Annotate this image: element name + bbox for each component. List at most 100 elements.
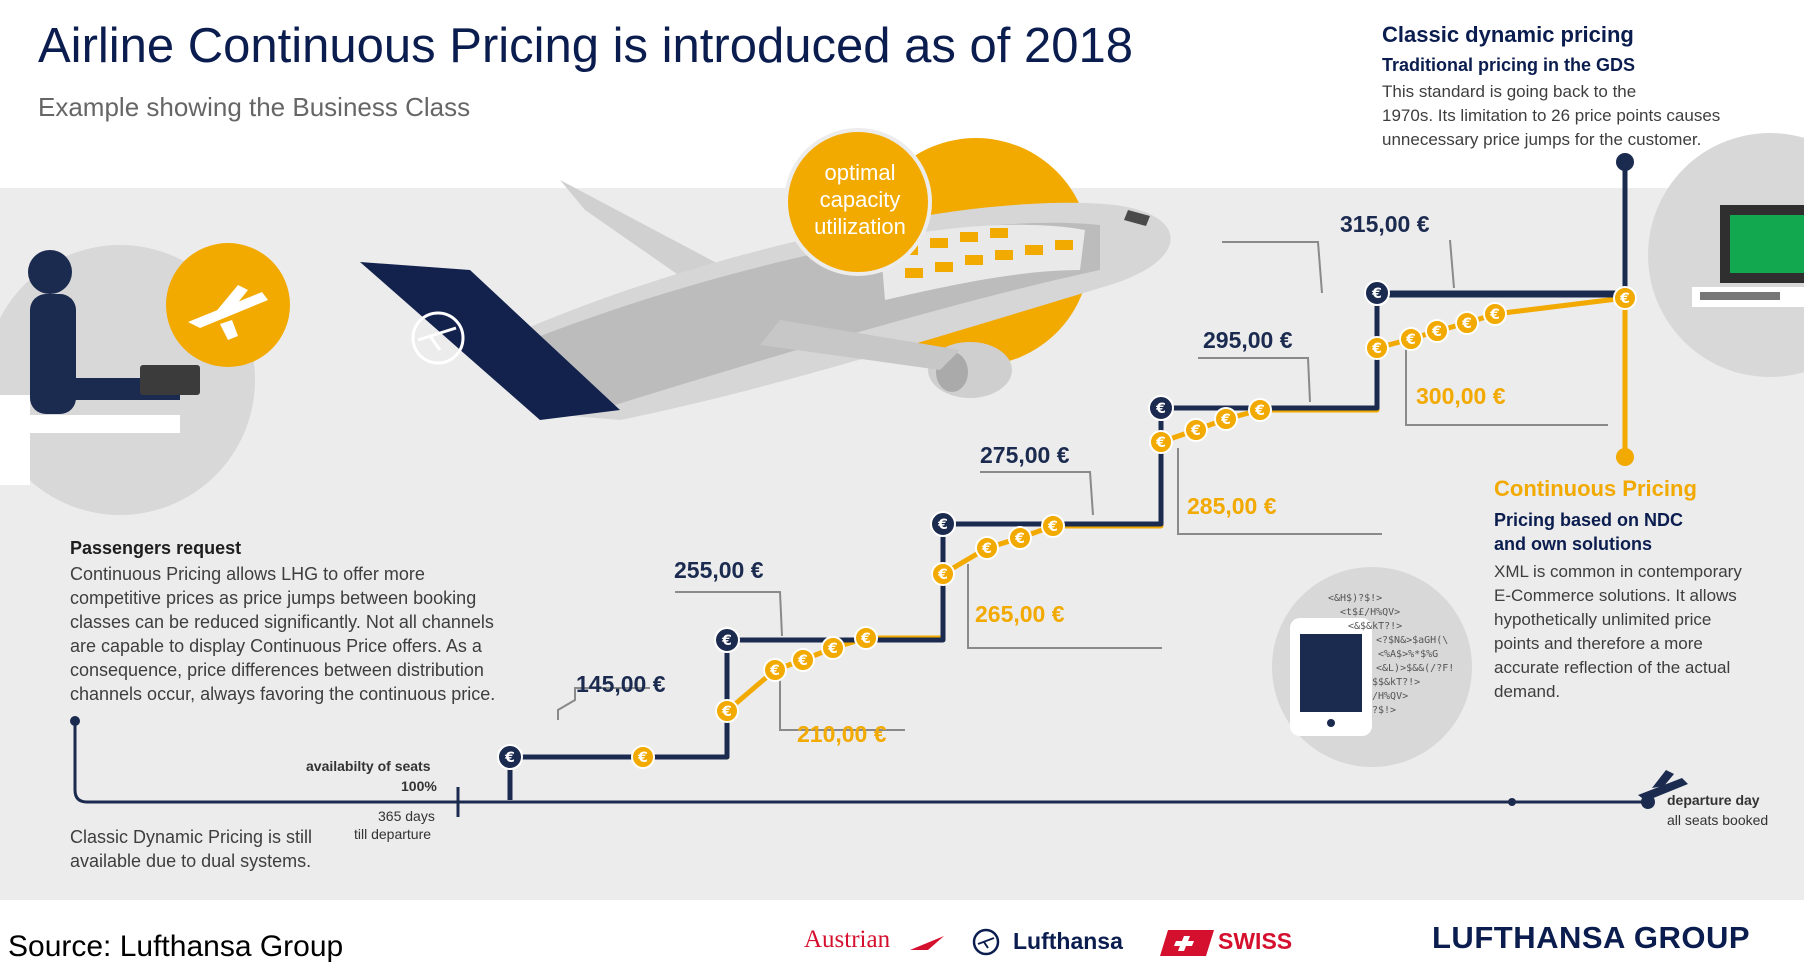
- euro-sign: €: [1220, 412, 1231, 428]
- tablet-icon: [1272, 567, 1472, 767]
- euro-coin-icon: [1214, 407, 1238, 431]
- continuous-price-label: 285,00 €: [1187, 493, 1277, 519]
- euro-sign: €: [937, 567, 948, 583]
- euro-coin-icon: [1248, 398, 1272, 422]
- euro-sign: €: [504, 750, 515, 766]
- euro-coin-icon: [854, 626, 878, 650]
- continuous-body-line: hypothetically unlimited price: [1494, 610, 1712, 629]
- departure-sublabel: all seats booked: [1667, 812, 1769, 828]
- page-title: Airline Continuous Pricing is introduced…: [38, 19, 1133, 73]
- classic-body-line: This standard is going back to the: [1382, 82, 1637, 101]
- euro-sign: €: [1155, 435, 1166, 451]
- euro-coin-icon: [1041, 514, 1065, 538]
- continuous-price-label: 210,00 €: [797, 721, 887, 747]
- continuous-price-label: 300,00 €: [1416, 383, 1506, 409]
- classic-body-line: 1970s. Its limitation to 26 price points…: [1382, 106, 1721, 125]
- euro-sign: €: [1431, 324, 1442, 340]
- euro-sign: €: [637, 750, 648, 766]
- euro-sign: €: [937, 517, 948, 533]
- plane-icon: [188, 285, 268, 340]
- euro-sign: €: [860, 631, 871, 647]
- price-leader-lines: [557, 239, 1608, 731]
- passengers-body-line: consequence, price differences between d…: [70, 660, 484, 680]
- euro-coin-icon: [1399, 327, 1423, 351]
- euro-coin-icon: [763, 658, 787, 682]
- capacity-circle: [784, 128, 932, 276]
- lufthansa-logo: Lufthansa: [1013, 928, 1123, 954]
- passengers-title: Passengers request: [70, 538, 242, 558]
- classic-price-label: 295,00 €: [1203, 327, 1293, 353]
- euro-coin-icon: [1364, 280, 1390, 306]
- euro-coin-icon: [975, 536, 999, 560]
- euro-sign: €: [1489, 307, 1500, 323]
- days-label: till departure: [354, 826, 432, 842]
- airplane-illustration: [360, 138, 1171, 420]
- euro-coin-icon: [930, 511, 956, 537]
- euro-sign: €: [1047, 519, 1058, 535]
- days-label: 365 days: [378, 808, 435, 824]
- circle-label-line: capacity: [819, 187, 901, 212]
- source-caption: Source: Lufthansa Group: [8, 930, 344, 963]
- code-line: <%A$>%*$%G: [1378, 649, 1439, 660]
- euro-sign: €: [827, 641, 838, 657]
- euro-coin-icon: [1184, 418, 1208, 442]
- person-at-laptop-icon: [0, 243, 290, 515]
- euro-coin-icon: [631, 745, 655, 769]
- classic-price-label: 145,00 €: [576, 671, 666, 697]
- continuous-subtitle: and own solutions: [1494, 534, 1652, 554]
- continuous-subtitle: Pricing based on NDC: [1494, 510, 1684, 530]
- euro-coin-icon: [1365, 336, 1389, 360]
- departing-plane-icon: [1638, 770, 1688, 801]
- continuous-bottom-dot: [1616, 448, 1634, 466]
- code-line: ?$!>: [1372, 705, 1397, 716]
- classic-body-line: unnecessary price jumps for the customer…: [1382, 130, 1702, 149]
- departure-label: departure day: [1667, 792, 1760, 808]
- euro-coin-icon: [1455, 311, 1479, 335]
- code-line: <?$N&>$aGH(\: [1376, 635, 1449, 646]
- swiss-logo: SWISS: [1218, 928, 1293, 954]
- passengers-body-line: channels occur, always favoring the cont…: [70, 684, 496, 704]
- euro-coin-icon: [497, 744, 523, 770]
- lufthansa-group-logo: LUFTHANSA GROUP: [1432, 920, 1751, 955]
- computer-terminal-icon: [1648, 133, 1804, 377]
- euro-coin-icon: [1008, 526, 1032, 550]
- euro-coin-icon: [1148, 395, 1174, 421]
- classic-top-dot: [1616, 153, 1634, 171]
- euro-coin-icon: [1613, 286, 1637, 310]
- continuous-price-label: 265,00 €: [975, 601, 1065, 627]
- euro-sign: €: [1254, 403, 1265, 419]
- euro-coin-icon: [821, 636, 845, 660]
- timeline-marker: [1508, 798, 1516, 806]
- euro-coin-icon: [791, 648, 815, 672]
- euro-sign: €: [769, 663, 780, 679]
- availability-label: availabilty of seats: [306, 758, 431, 774]
- passengers-body-line: classes can be reduced significantly. No…: [70, 612, 494, 632]
- classic-price-label: 275,00 €: [980, 442, 1070, 468]
- passengers-body-line: are capable to display Continuous Price …: [70, 636, 482, 656]
- code-line: /H%QV>: [1372, 691, 1409, 702]
- euro-sign: €: [1371, 286, 1382, 302]
- euro-sign: €: [1190, 423, 1201, 439]
- euro-sign: €: [1371, 341, 1382, 357]
- continuous-body-line: E-Commerce solutions. It allows: [1494, 586, 1737, 605]
- code-line: <&$&kT?!>: [1348, 621, 1403, 632]
- euro-sign: €: [797, 653, 808, 669]
- euro-sign: €: [981, 541, 992, 557]
- euro-sign: €: [1014, 531, 1025, 547]
- classic-subtitle: Traditional pricing in the GDS: [1382, 55, 1636, 75]
- continuous-body-line: XML is common in contemporary: [1494, 562, 1742, 581]
- code-line: <&H$)?$!>: [1328, 593, 1383, 604]
- continuous-body-line: points and therefore a more: [1494, 634, 1703, 653]
- timeline-start-dot: [70, 716, 80, 726]
- euro-sign: €: [1619, 291, 1630, 307]
- passengers-body-line: competitive prices as price jumps betwee…: [70, 588, 477, 608]
- availability-value: 100%: [401, 778, 437, 794]
- euro-coin-icon: [1149, 430, 1173, 454]
- continuous-euro-coins: € € € € € € € € € € € € € € € € € € € €: [631, 286, 1637, 769]
- circle-label-line: utilization: [814, 214, 906, 239]
- euro-sign: €: [1405, 332, 1416, 348]
- dual-systems-line: available due to dual systems.: [70, 851, 312, 871]
- euro-sign: €: [721, 633, 732, 649]
- classic-euro-coins: € € € € €: [497, 280, 1390, 770]
